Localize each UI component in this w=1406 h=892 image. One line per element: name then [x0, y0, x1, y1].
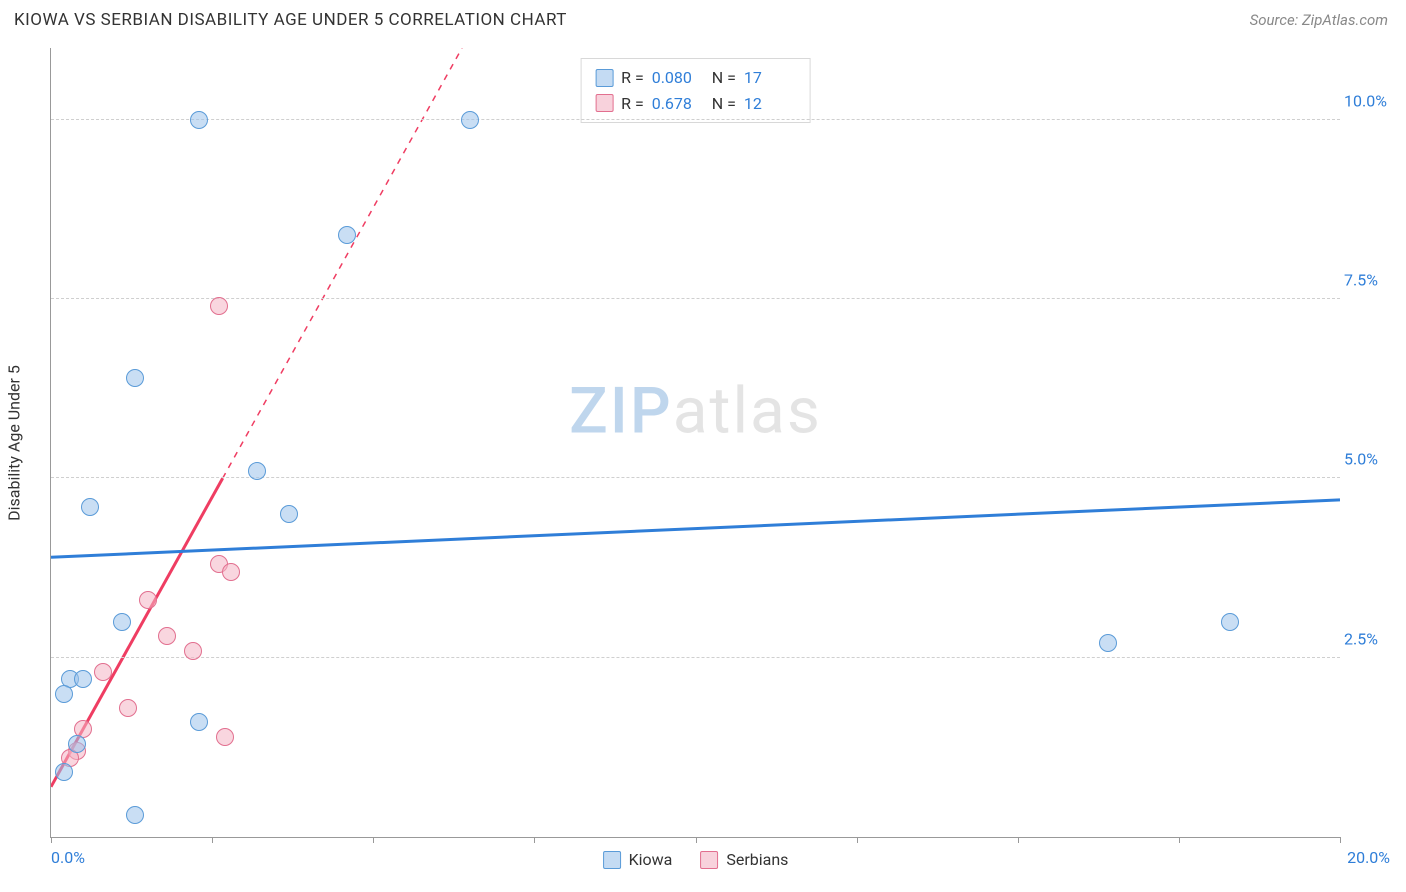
trend-lines	[51, 48, 1340, 837]
series-legend: Kiowa Serbians	[603, 850, 789, 869]
data-point-kiowa	[248, 462, 266, 480]
x-tick	[51, 837, 52, 843]
data-point-serbians	[210, 297, 228, 315]
x-tick	[534, 837, 535, 843]
source-attribution: Source: ZipAtlas.com	[1250, 11, 1388, 29]
swatch-kiowa	[603, 851, 621, 869]
gridline	[51, 477, 1340, 478]
data-point-serbians	[139, 591, 157, 609]
x-axis-max-label: 20.0%	[1347, 848, 1390, 867]
data-point-serbians	[158, 627, 176, 645]
x-tick	[1018, 837, 1019, 843]
y-tick-label: 2.5%	[1344, 629, 1396, 648]
data-point-kiowa	[126, 806, 144, 824]
data-point-kiowa	[1099, 634, 1117, 652]
data-point-serbians	[216, 728, 234, 746]
x-axis-min-label: 0.0%	[51, 848, 85, 867]
data-point-serbians	[119, 699, 137, 717]
data-point-kiowa	[74, 670, 92, 688]
plot-area: ZIPatlas R = 0.080 N = 17 R = 0.678 N = …	[50, 48, 1340, 838]
data-point-kiowa	[126, 369, 144, 387]
x-tick	[857, 837, 858, 843]
chart-title: KIOWA VS SERBIAN DISABILITY AGE UNDER 5 …	[14, 10, 567, 30]
x-tick	[373, 837, 374, 843]
x-tick	[1340, 837, 1341, 843]
gridline	[51, 657, 1340, 658]
data-point-serbians	[222, 563, 240, 581]
data-point-kiowa	[1221, 613, 1239, 631]
data-point-kiowa	[190, 713, 208, 731]
y-axis-label: Disability Age Under 5	[5, 365, 24, 521]
data-point-kiowa	[68, 735, 86, 753]
y-tick-label: 5.0%	[1344, 450, 1396, 469]
correlation-legend: R = 0.080 N = 17 R = 0.678 N = 12	[580, 58, 811, 123]
watermark: ZIPatlas	[569, 373, 822, 448]
legend-row-serbians: R = 0.678 N = 12	[595, 91, 796, 117]
data-point-serbians	[94, 663, 112, 681]
x-tick	[1179, 837, 1180, 843]
legend-item-serbians: Serbians	[700, 850, 788, 869]
y-tick-label: 10.0%	[1344, 91, 1396, 110]
data-point-kiowa	[190, 111, 208, 129]
data-point-kiowa	[461, 111, 479, 129]
data-point-kiowa	[280, 505, 298, 523]
gridline	[51, 298, 1340, 299]
swatch-serbians	[700, 851, 718, 869]
x-tick	[212, 837, 213, 843]
data-point-kiowa	[338, 226, 356, 244]
data-point-kiowa	[55, 685, 73, 703]
swatch-kiowa	[595, 69, 613, 87]
swatch-serbians	[595, 94, 613, 112]
legend-row-kiowa: R = 0.080 N = 17	[595, 65, 796, 91]
data-point-kiowa	[81, 498, 99, 516]
data-point-serbians	[184, 642, 202, 660]
legend-item-kiowa: Kiowa	[603, 850, 673, 869]
x-tick	[696, 837, 697, 843]
data-point-kiowa	[113, 613, 131, 631]
gridline	[51, 119, 1340, 120]
y-tick-label: 7.5%	[1344, 271, 1396, 290]
data-point-kiowa	[55, 763, 73, 781]
